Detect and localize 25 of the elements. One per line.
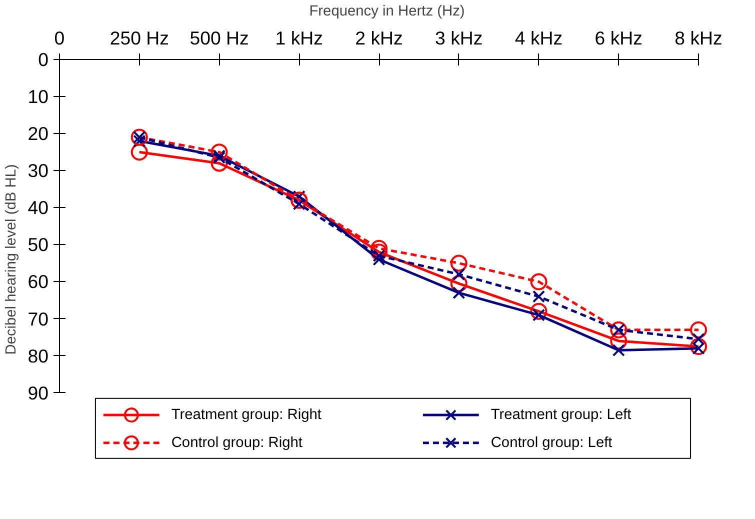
legend-label: Treatment group: Right xyxy=(171,407,322,424)
x-tick-label: 3 kHz xyxy=(435,28,483,48)
x-tick-label: 4 kHz xyxy=(514,28,563,48)
x-tick-label: 250 Hz xyxy=(110,28,169,48)
y-tick-label: 90 xyxy=(28,382,49,404)
legend-label: Control group: Left xyxy=(490,434,612,451)
x-tick-label: 0 xyxy=(54,28,65,48)
y-tick-label: 30 xyxy=(28,160,49,182)
x-tick-label: 500 Hz xyxy=(190,28,249,48)
legend-label: Control group: Right xyxy=(171,434,302,451)
x-axis-title: Frequency in Hertz (Hz) xyxy=(309,4,465,20)
x-tick-label: 1 kHz xyxy=(275,28,323,48)
x-tick-label: 8 kHz xyxy=(674,28,722,48)
x-tick-label: 2 kHz xyxy=(355,28,403,48)
legend-label: Treatment group: Left xyxy=(490,407,632,424)
y-tick-label: 80 xyxy=(28,345,49,366)
x-tick-label: 6 kHz xyxy=(594,28,643,48)
y-tick-label: 70 xyxy=(28,308,49,330)
y-tick-label: 0 xyxy=(38,49,49,70)
y-tick-label: 50 xyxy=(28,234,49,256)
y-tick-label: 40 xyxy=(28,197,49,218)
y-axis-title: Decibel hearing level (dB HL) xyxy=(4,164,20,355)
y-tick-label: 10 xyxy=(28,86,49,108)
y-tick-label: 20 xyxy=(28,123,49,144)
y-tick-label: 60 xyxy=(28,271,49,292)
